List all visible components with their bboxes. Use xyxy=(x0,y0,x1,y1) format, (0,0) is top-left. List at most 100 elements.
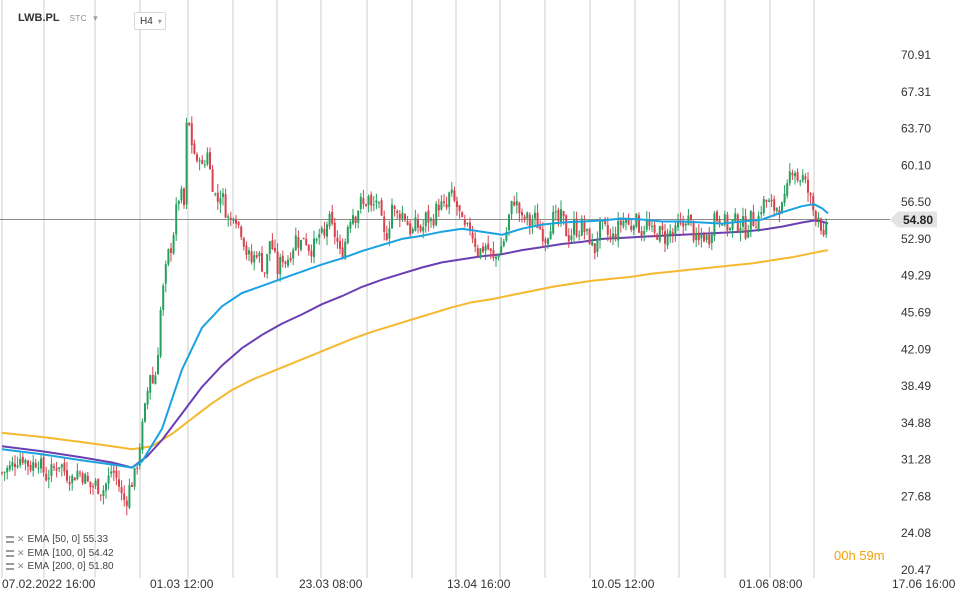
candle-body xyxy=(76,470,79,480)
candle-body xyxy=(440,201,443,210)
countdown-minutes-unit: m xyxy=(873,548,885,563)
candle-body xyxy=(258,252,261,257)
candle-body xyxy=(583,220,586,233)
candle-body xyxy=(630,225,633,230)
candle-body xyxy=(193,143,196,154)
candle-body xyxy=(24,459,27,464)
candle-body xyxy=(391,204,393,229)
y-tick-label: 60.10 xyxy=(901,158,931,172)
candle-body xyxy=(375,200,378,203)
candle-body xyxy=(479,248,482,258)
indicator-label: EMA xyxy=(27,547,50,559)
candle-body xyxy=(11,461,14,467)
indicator-params: [200, 0] xyxy=(52,561,86,572)
candle-body xyxy=(138,448,141,466)
candle-body xyxy=(463,219,466,225)
candle-body xyxy=(612,233,614,239)
chevron-down-icon[interactable]: ▾ xyxy=(93,12,98,23)
candle-body xyxy=(279,257,282,275)
candle-body xyxy=(276,251,279,274)
candle-body xyxy=(755,227,757,229)
candle-body xyxy=(567,235,570,242)
candle-body xyxy=(471,232,474,239)
candle-body xyxy=(635,214,638,227)
candle-body xyxy=(42,457,45,473)
candle-body xyxy=(430,218,432,221)
candle-body xyxy=(521,212,523,216)
indicator-value: 55.33 xyxy=(83,534,109,545)
candle-body xyxy=(692,221,695,241)
candle-body xyxy=(736,214,739,232)
candle-body xyxy=(45,473,48,481)
y-tick-label: 56.50 xyxy=(901,195,931,209)
candle-body xyxy=(344,241,347,259)
candle-body xyxy=(149,375,152,393)
candle-body xyxy=(203,164,206,166)
candle-body xyxy=(144,403,146,422)
candle-body xyxy=(643,231,646,235)
close-icon[interactable]: ✕ xyxy=(17,534,25,544)
candle-body xyxy=(560,209,562,222)
candle-body xyxy=(326,224,328,237)
candle-body xyxy=(388,228,391,239)
candle-body xyxy=(622,220,625,227)
candle-body xyxy=(146,390,149,405)
indicator-row-ema50[interactable]: ✕ EMA [50, 0] 55.33 xyxy=(6,533,114,547)
candle-body xyxy=(703,233,705,242)
symbol-label[interactable]: LWB.PL xyxy=(18,12,60,24)
candle-body xyxy=(669,230,672,235)
candle-body xyxy=(196,154,198,161)
candle-body xyxy=(385,233,388,240)
candle-body xyxy=(175,204,178,235)
candle-body xyxy=(331,211,334,224)
candle-body xyxy=(502,241,505,247)
candle-body xyxy=(476,248,479,256)
candle-body xyxy=(151,374,154,384)
settings-lines-icon[interactable] xyxy=(6,536,14,544)
candle-body xyxy=(489,248,492,251)
indicator-row-ema200[interactable]: ✕ EMA [200, 0] 51.80 xyxy=(6,560,114,574)
candle-body xyxy=(822,229,825,236)
settings-lines-icon[interactable] xyxy=(6,549,14,557)
candle-body xyxy=(292,249,295,259)
candle-body xyxy=(731,219,734,230)
y-axis: 70.91 67.31 63.70 60.10 56.50 52.90 49.29 45.69… xyxy=(901,48,931,577)
indicator-row-ema100[interactable]: ✕ EMA [100, 0] 54.42 xyxy=(6,547,114,561)
candle-body xyxy=(245,245,248,255)
candle-body xyxy=(658,226,661,242)
y-tick-label: 63.70 xyxy=(901,122,931,136)
candle-body xyxy=(775,208,778,212)
candle-body xyxy=(435,203,438,226)
candle-body xyxy=(437,204,440,211)
candle-body xyxy=(310,250,313,257)
candle-body xyxy=(118,479,120,487)
settings-lines-icon[interactable] xyxy=(6,563,14,571)
candle-body xyxy=(287,259,289,266)
candle-body xyxy=(664,231,666,244)
candle-body xyxy=(404,214,406,221)
candle-body xyxy=(799,180,802,182)
candle-body xyxy=(250,251,253,263)
candle-body xyxy=(302,237,305,240)
candle-body xyxy=(513,201,516,206)
close-icon[interactable]: ✕ xyxy=(17,547,25,558)
timeframe-select[interactable]: H4 ▾ xyxy=(134,12,166,30)
candle-body xyxy=(190,123,193,146)
candle-body xyxy=(461,212,464,218)
price-tag-shape xyxy=(890,211,937,228)
close-icon[interactable]: ✕ xyxy=(17,561,25,571)
candle-body xyxy=(544,239,547,243)
candle-body xyxy=(240,226,243,238)
y-tick-label: 20.47 xyxy=(901,563,931,577)
candle-body xyxy=(596,238,599,252)
candle-body xyxy=(825,222,828,235)
candle-body xyxy=(229,217,232,220)
candle-body xyxy=(734,213,737,221)
candle-body xyxy=(419,225,422,231)
candle-body xyxy=(671,232,674,236)
y-tick-label: 52.90 xyxy=(901,232,931,246)
candle-body xyxy=(336,237,339,242)
candle-body xyxy=(297,237,300,248)
countdown-hours-unit: h xyxy=(848,548,856,563)
